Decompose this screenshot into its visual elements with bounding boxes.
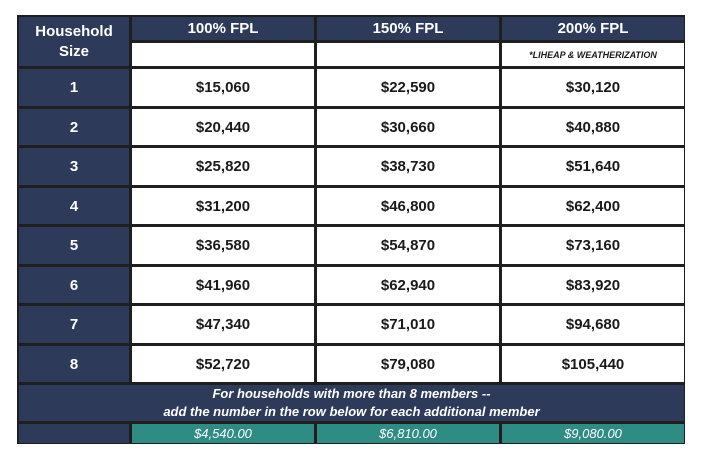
income-limit-cell: $40,880 [502,109,684,145]
income-limit-cell: $79,080 [317,346,499,382]
additional-member-amount: $4,540.00 [132,424,314,443]
income-limit-cell: $52,720 [132,346,314,382]
income-limit-cell: $41,960 [132,267,314,303]
column-header: 150% FPL [317,17,499,40]
household-size-cell: 3 [19,148,129,185]
income-limit-cell: $15,060 [132,69,314,106]
income-limit-cell: $71,010 [317,306,499,343]
additional-member-amount: $6,810.00 [317,424,499,443]
income-limit-cell: $83,920 [502,267,684,303]
additional-member-note: For households with more than 8 members … [19,385,684,421]
income-limit-cell: $20,440 [132,109,314,145]
household-size-cell: 8 [19,346,129,382]
income-limit-cell: $22,590 [317,69,499,106]
household-size-cell: 6 [19,267,129,303]
column-note [317,43,499,66]
income-limit-cell: $51,640 [502,148,684,185]
income-limit-cell: $46,800 [317,188,499,224]
income-limit-cell: $54,870 [317,227,499,264]
column-note [132,43,314,66]
household-size-cell: 1 [19,69,129,106]
column-header: 200% FPL [502,17,684,40]
income-limit-cell: $30,120 [502,69,684,106]
row-header-household-size: Household Size [19,17,129,66]
income-limit-cell: $94,680 [502,306,684,343]
income-limit-cell: $36,580 [132,227,314,264]
income-limit-cell: $25,820 [132,148,314,185]
income-limit-cell: $31,200 [132,188,314,224]
income-limit-cell: $73,160 [502,227,684,264]
income-limit-cell: $38,730 [317,148,499,185]
household-size-cell: 7 [19,306,129,343]
additional-member-amount: $9,080.00 [502,424,684,443]
fpl-income-table: Household Size 100% FPL 150% FPL 200% FPL *L… [17,15,685,444]
note-line-1: For households with more than 8 members … [212,386,491,401]
income-limit-cell: $105,440 [502,346,684,382]
household-size-cell: 5 [19,227,129,264]
household-size-cell: 4 [19,188,129,224]
income-limit-cell: $62,940 [317,267,499,303]
income-limit-cell: $62,400 [502,188,684,224]
column-note: *LIHEAP & WEATHERIZATION [502,43,684,66]
income-limit-cell: $47,340 [132,306,314,343]
household-size-cell: 2 [19,109,129,145]
additional-member-blank [19,424,129,443]
column-header: 100% FPL [132,17,314,40]
income-limit-cell: $30,660 [317,109,499,145]
note-line-2: add the number in the row below for each… [163,404,540,419]
